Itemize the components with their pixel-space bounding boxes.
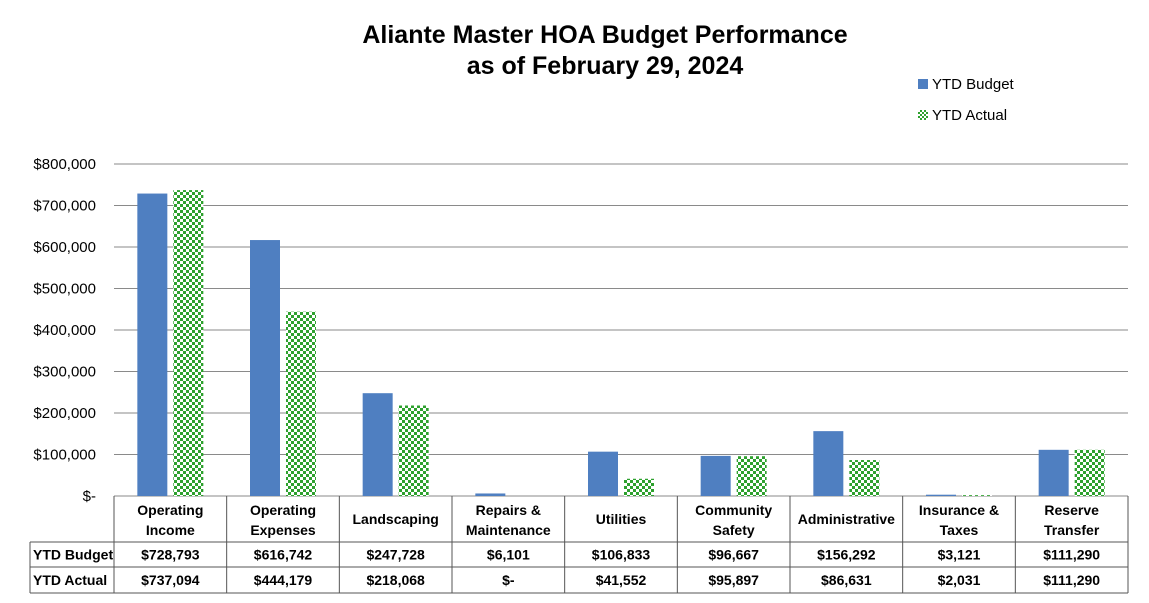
x-category-label: Community: [695, 502, 772, 518]
data-label-ytd-actual: $444,179: [254, 572, 313, 588]
y-tick-label: $300,000: [33, 364, 96, 381]
data-label-ytd-actual: $-: [502, 572, 515, 588]
data-label-ytd-budget: $247,728: [366, 547, 425, 563]
data-label-ytd-actual: $86,631: [821, 572, 872, 588]
bar-ytd-actual-utilities: [624, 478, 654, 496]
chart-title-line-1: Aliante Master HOA Budget Performance: [362, 21, 848, 49]
data-label-ytd-budget: $106,833: [592, 547, 651, 563]
data-label-ytd-actual: $95,897: [708, 572, 759, 588]
legend-swatch-ytd-budget: [918, 79, 928, 89]
x-category-label: Maintenance: [466, 522, 551, 538]
y-tick-label: $700,000: [33, 198, 96, 215]
bar-ytd-actual-operating-expenses: [286, 311, 316, 496]
bar-ytd-budget-reserve-transfer: [1038, 449, 1069, 496]
bar-ytd-budget-insurance-taxes: [926, 494, 956, 496]
bars: [137, 190, 1105, 496]
data-label-ytd-budget: $6,101: [487, 547, 530, 563]
y-axis: $800,000 $700,000 $600,000 $500,000 $400,000…: [33, 156, 96, 505]
x-category-label: Transfer: [1044, 522, 1100, 538]
x-category-label: Expenses: [250, 522, 316, 538]
bar-ytd-actual-community-safety: [736, 456, 767, 496]
table-row-header-ytd-actual: YTD Actual: [33, 572, 107, 588]
bar-ytd-actual-operating-income: [173, 190, 204, 496]
data-label-ytd-budget: $96,667: [708, 547, 759, 563]
data-label-ytd-actual: $737,094: [141, 572, 200, 588]
y-tick-label: $100,000: [33, 447, 96, 464]
legend-label-ytd-budget: YTD Budget: [932, 75, 1014, 93]
legend-label-ytd-actual: YTD Actual: [932, 106, 1008, 124]
legend-swatch-ytd-actual: [918, 110, 928, 120]
bar-ytd-budget-operating-expenses: [250, 240, 280, 496]
bar-ytd-actual-reserve-transfer: [1074, 449, 1105, 496]
data-label-ytd-actual: $2,031: [938, 572, 981, 588]
bar-ytd-actual-administrative: [849, 460, 880, 496]
x-category-label: Operating: [250, 502, 316, 518]
y-tick-label: $400,000: [33, 322, 96, 339]
x-category-label: Operating: [137, 502, 203, 518]
chart-title-line-2: as of February 29, 2024: [466, 52, 744, 80]
gridlines: [114, 163, 1128, 497]
bar-ytd-budget-operating-income: [137, 193, 168, 496]
data-label-ytd-budget: $616,742: [254, 547, 313, 563]
x-category-label: Reserve: [1044, 502, 1099, 518]
x-category-label: Repairs &: [476, 502, 541, 518]
data-table: Operating Income Operating Expenses Landscap…: [29, 496, 1129, 594]
bar-ytd-actual-insurance-taxes: [962, 495, 992, 496]
y-tick-label: $-: [83, 488, 96, 505]
y-tick-label: $500,000: [33, 281, 96, 298]
data-label-ytd-budget: $156,292: [817, 547, 876, 563]
bar-ytd-budget-administrative: [813, 431, 844, 496]
bar-ytd-budget-landscaping: [362, 393, 393, 496]
data-label-ytd-budget: $111,290: [1043, 547, 1100, 563]
chart-title: Aliante Master HOA Budget Performance as…: [0, 20, 1149, 82]
bar-ytd-budget-utilities: [588, 451, 618, 496]
x-category-label: Utilities: [596, 511, 647, 527]
x-category-label: Safety: [713, 522, 755, 538]
data-label-ytd-actual: $218,068: [366, 572, 425, 588]
x-category-label: Insurance &: [919, 502, 999, 518]
bar-ytd-actual-landscaping: [398, 405, 429, 496]
data-label-ytd-budget: $728,793: [141, 547, 200, 563]
x-category-label: Landscaping: [352, 511, 438, 527]
data-label-ytd-actual: $111,290: [1043, 572, 1100, 588]
x-category-label: Administrative: [798, 511, 895, 527]
bar-ytd-budget-community-safety: [700, 455, 731, 496]
x-category-label: Taxes: [940, 522, 979, 538]
legend-item-ytd-actual: YTD Actual: [918, 105, 1007, 125]
bar-ytd-budget-repairs-maintenance: [475, 493, 506, 496]
x-category-label: Income: [146, 522, 195, 538]
y-tick-label: $200,000: [33, 405, 96, 422]
y-tick-label: $800,000: [33, 156, 96, 173]
y-tick-label: $600,000: [33, 239, 96, 256]
table-row-header-ytd-budget: YTD Budget: [33, 547, 113, 563]
data-label-ytd-budget: $3,121: [938, 547, 981, 563]
legend-item-ytd-budget: YTD Budget: [918, 74, 1014, 94]
data-label-ytd-actual: $41,552: [596, 572, 647, 588]
